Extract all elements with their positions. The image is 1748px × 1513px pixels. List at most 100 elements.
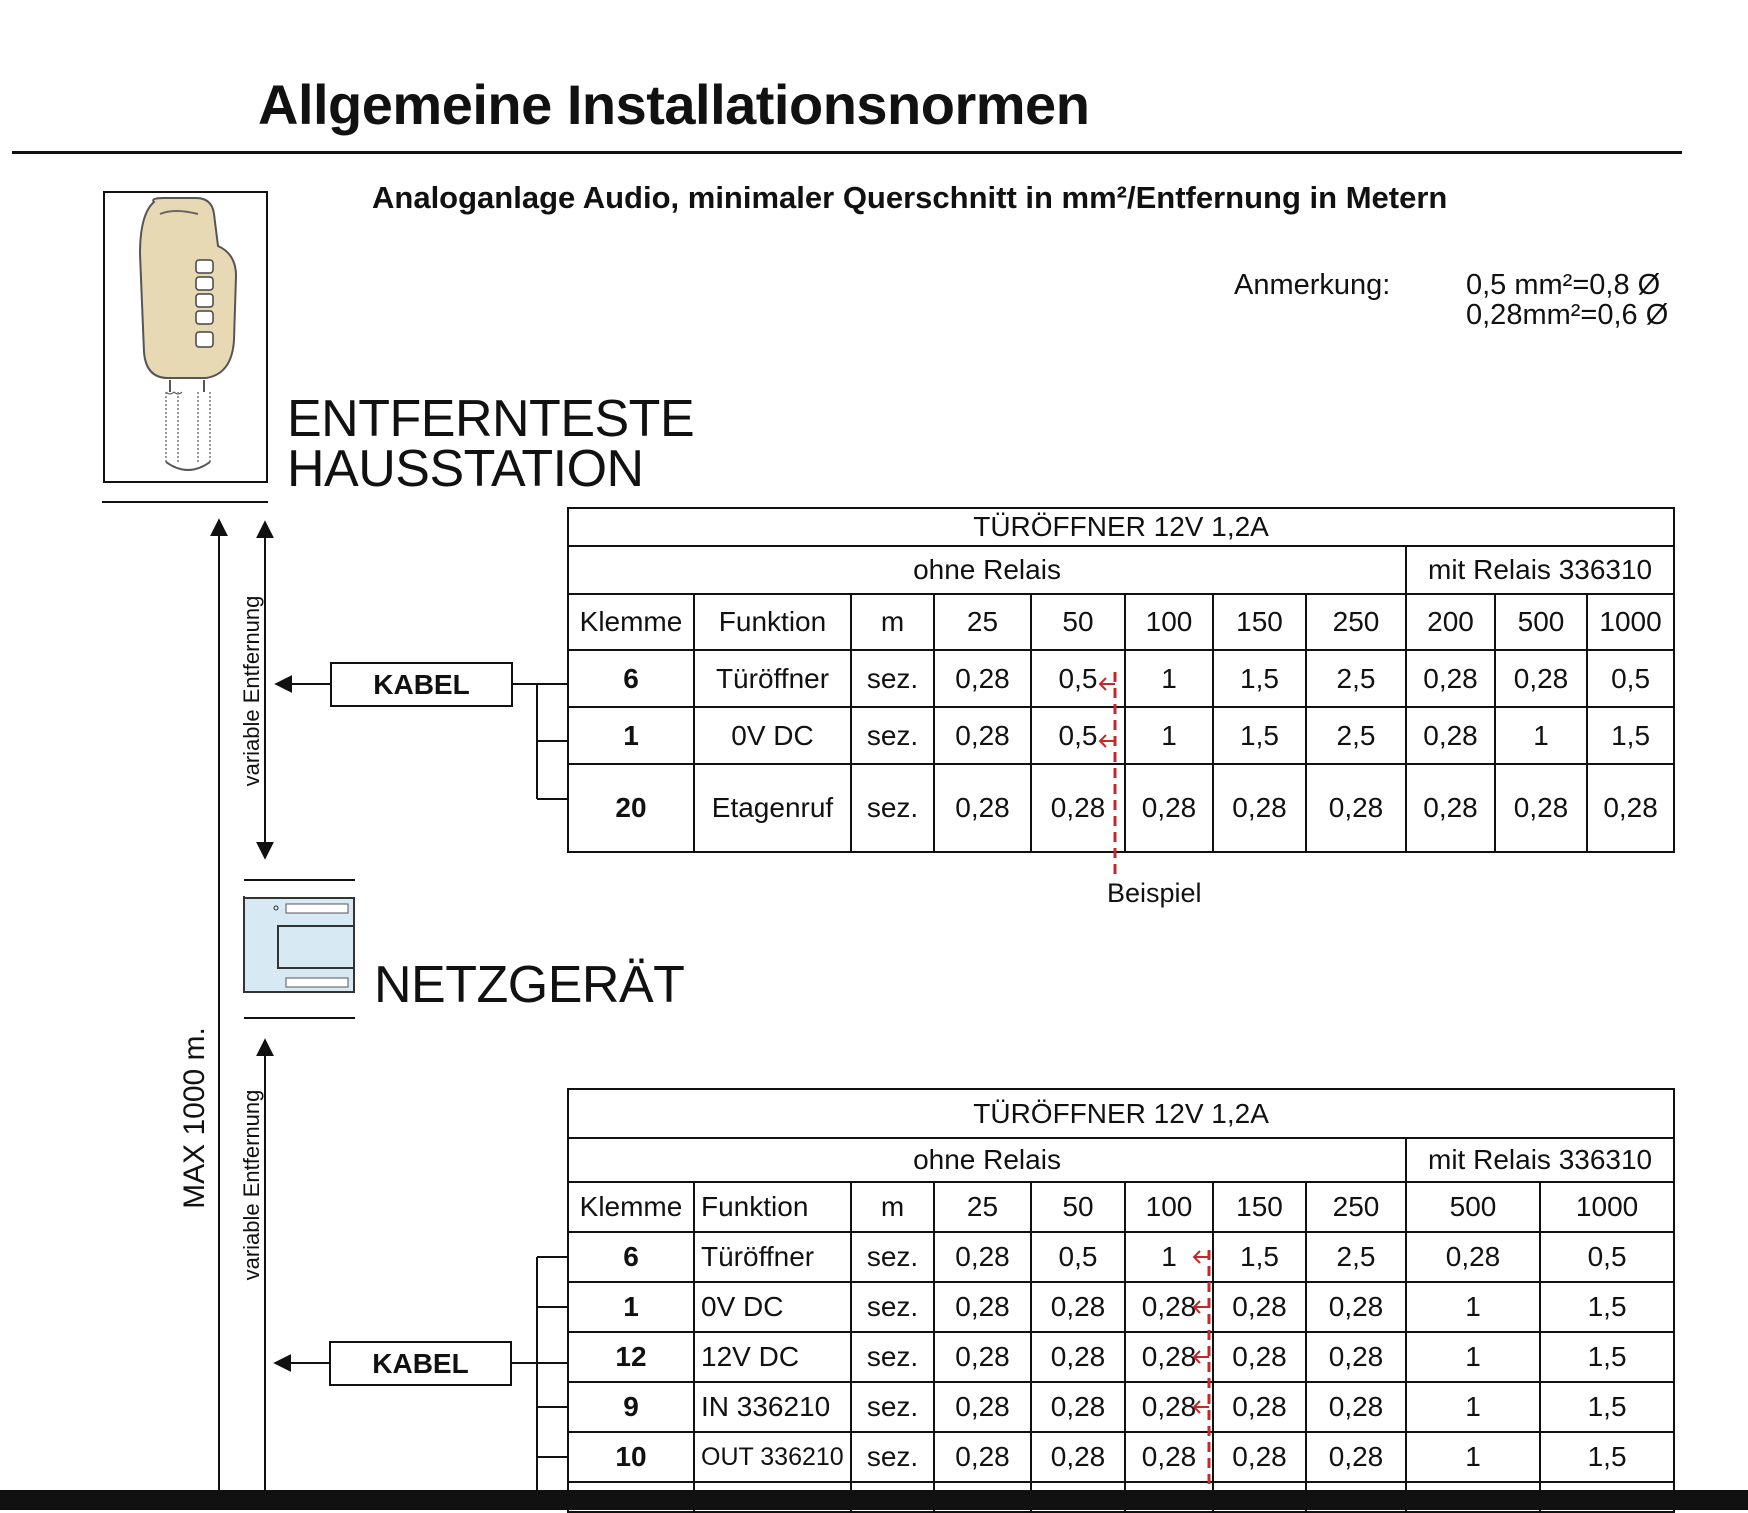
table-cell: 0,28 (933, 649, 1032, 708)
table1-header: 200 (1405, 593, 1496, 651)
table1-group-without-relay: ohne Relais (567, 545, 1407, 595)
table-cell: 0,28 (1124, 1331, 1214, 1383)
table-cell: 0,28 (1305, 1431, 1407, 1483)
table-cell: sez. (850, 1281, 935, 1333)
table1-header: m (850, 593, 935, 651)
page-subtitle: Analoganlage Audio, minimaler Querschnit… (372, 180, 1448, 215)
table-cell: 0,5 (1030, 706, 1126, 765)
table-row: 6 Türöffner sez. 0,28 0,5 1 1,5 2,5 0,28… (567, 649, 1676, 708)
terminal-cell: 6 (567, 649, 695, 708)
table1-title: TÜRÖFFNER 12V 1,2A (566, 507, 1676, 547)
table-cell: 1 (1405, 1331, 1541, 1383)
table-row: 6 Türöffner sez. 0,28 0,5 1 1,5 2,5 0,28… (567, 1231, 1676, 1283)
table2-header: Funktion (693, 1181, 852, 1233)
terminal-cell: 10 (567, 1431, 695, 1483)
example-label: Beispiel (1107, 878, 1202, 908)
table2-header: Klemme (567, 1181, 695, 1233)
function-cell: 0V DC (693, 1281, 852, 1333)
table-cell: 2,5 (1305, 706, 1407, 765)
power-supply-label: NETZGERÄT (374, 956, 685, 1014)
table-cell: sez. (850, 763, 935, 853)
table-row: 1 0V DC sez. 0,28 0,28 0,28 0,28 0,28 1 … (567, 1281, 1676, 1333)
table-cell: 0,28 (1494, 649, 1588, 708)
terminal-cell: 6 (567, 1231, 695, 1283)
table2-group-with-relay: mit Relais 336310 (1404, 1137, 1676, 1183)
terminal-cell: 9 (567, 1381, 695, 1433)
table-cell: 0,28 (1494, 763, 1588, 853)
note-label: Anmerkung: (1234, 269, 1391, 301)
table2-header: 25 (933, 1181, 1032, 1233)
table2-header: 150 (1212, 1181, 1307, 1233)
table1-group-with-relay: mit Relais 336310 (1404, 545, 1676, 595)
table-cell: 0,28 (1124, 1431, 1214, 1483)
table-cell: 0,28 (1405, 763, 1496, 853)
table2-header: 100 (1124, 1181, 1214, 1233)
table-cell: 0,28 (1585, 763, 1676, 853)
terminal-cell: 12 (567, 1331, 695, 1383)
table-cell: 0,5 (1585, 649, 1676, 708)
remote-station-label-line-2: HAUSSTATION (287, 440, 644, 498)
terminal-cell: 20 (567, 763, 695, 853)
cable-label-2: KABEL (329, 1341, 512, 1386)
table2-header: 250 (1305, 1181, 1407, 1233)
table-cell: 0,5 (1030, 649, 1126, 708)
table-cell: 0,5 (1538, 1231, 1676, 1283)
function-cell: 0V DC (693, 706, 852, 765)
note-line-1: 0,5 mm²=0,8 Ø (1466, 269, 1661, 301)
table1-header: 25 (933, 593, 1032, 651)
table-cell: 0,28 (1212, 1331, 1307, 1383)
table2-header: 1000 (1538, 1181, 1676, 1233)
table2-group-without-relay: ohne Relais (567, 1137, 1407, 1183)
table-cell: sez. (850, 1381, 935, 1433)
table-row: 12 12V DC sez. 0,28 0,28 0,28 0,28 0,28 … (567, 1331, 1676, 1383)
table-cell: 0,28 (1030, 763, 1126, 853)
table1-header: 500 (1494, 593, 1588, 651)
table-cell: 1 (1405, 1281, 1541, 1333)
table-cell: 0,28 (933, 1231, 1032, 1283)
table-cell: sez. (850, 1331, 935, 1383)
table-cell: 1 (1405, 1381, 1541, 1433)
table-cell: 0,28 (1305, 763, 1407, 853)
title-divider (12, 151, 1682, 154)
table-cell: 0,28 (1124, 1281, 1214, 1333)
function-cell: 12V DC (693, 1331, 852, 1383)
table-cell: 1 (1405, 1431, 1541, 1483)
table-cell: 1,5 (1212, 1231, 1307, 1283)
table-cell: 0,28 (1305, 1381, 1407, 1433)
table1-header: 150 (1212, 593, 1307, 651)
function-cell: Etagenruf (693, 763, 852, 853)
table-cell: sez. (850, 706, 935, 765)
note-line-2: 0,28mm²=0,6 Ø (1466, 299, 1669, 331)
table2-header: 500 (1405, 1181, 1541, 1233)
function-cell: Türöffner (693, 1231, 852, 1283)
table1-header: Funktion (693, 593, 852, 651)
table-cell: 1,5 (1538, 1281, 1676, 1333)
table-cell: 0,28 (933, 763, 1032, 853)
table-cell: sez. (850, 1231, 935, 1283)
table-cell: 1,5 (1585, 706, 1676, 765)
handset-icon (103, 191, 268, 483)
cable-section-table-2: TÜRÖFFNER 12V 1,2A ohne Relais mit Relai… (566, 1088, 1676, 1513)
table-cell: 0,28 (1030, 1281, 1126, 1333)
table-cell: 0,28 (933, 1431, 1032, 1483)
table2-header: m (850, 1181, 935, 1233)
table-row: 10 OUT 336210 sez. 0,28 0,28 0,28 0,28 0… (567, 1431, 1676, 1483)
table2-title: TÜRÖFFNER 12V 1,2A (566, 1088, 1676, 1139)
table1-header: 250 (1305, 593, 1407, 651)
example-arrow-icon (1098, 677, 1209, 1414)
table-cell: sez. (850, 1431, 935, 1483)
table-cell: 0,28 (1030, 1331, 1126, 1383)
function-cell: Türöffner (693, 649, 852, 708)
table-cell: 1,5 (1538, 1331, 1676, 1383)
table-cell: 0,28 (1212, 1431, 1307, 1483)
table-cell: 0,28 (1212, 763, 1307, 853)
table2-header: 50 (1030, 1181, 1126, 1233)
cable-label-1: KABEL (330, 662, 513, 707)
terminal-cell: 1 (567, 1281, 695, 1333)
table1-header: Klemme (567, 593, 695, 651)
terminal-cell: 1 (567, 706, 695, 765)
table-cell: 2,5 (1305, 1231, 1407, 1283)
remote-station-label-line-1: ENTFERNTESTE (287, 390, 695, 448)
